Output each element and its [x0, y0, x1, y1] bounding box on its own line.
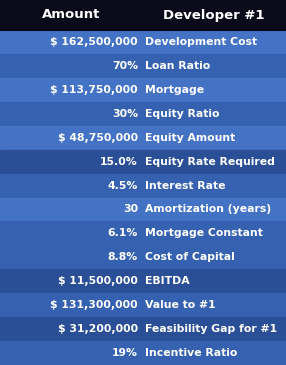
Bar	[0, 245, 286, 269]
Text: Equity Ratio: Equity Ratio	[145, 109, 219, 119]
Text: Equity Amount: Equity Amount	[145, 133, 235, 143]
Text: $ 113,750,000: $ 113,750,000	[50, 85, 138, 95]
Text: Equity Rate Required: Equity Rate Required	[145, 157, 275, 166]
Text: Incentive Ratio: Incentive Ratio	[145, 348, 237, 358]
Bar	[0, 317, 286, 341]
Bar	[0, 126, 286, 150]
Text: 8.8%: 8.8%	[108, 252, 138, 262]
Text: Feasibility Gap for #1: Feasibility Gap for #1	[145, 324, 277, 334]
Text: $ 131,300,000: $ 131,300,000	[50, 300, 138, 310]
Text: Developer #1: Developer #1	[163, 8, 265, 22]
Text: 15.0%: 15.0%	[100, 157, 138, 166]
Text: 4.5%: 4.5%	[108, 181, 138, 191]
Bar	[0, 269, 286, 293]
Text: 70%: 70%	[112, 61, 138, 71]
Text: Mortgage: Mortgage	[145, 85, 204, 95]
Bar	[0, 78, 286, 102]
Text: $ 162,500,000: $ 162,500,000	[50, 37, 138, 47]
Bar	[0, 0, 286, 30]
Text: 6.1%: 6.1%	[108, 228, 138, 238]
Bar	[0, 174, 286, 197]
Text: $ 48,750,000: $ 48,750,000	[58, 133, 138, 143]
Text: 30%: 30%	[112, 109, 138, 119]
Text: Amount: Amount	[42, 8, 100, 22]
Text: 30: 30	[123, 204, 138, 215]
Text: $ 11,500,000: $ 11,500,000	[58, 276, 138, 286]
Text: Value to #1: Value to #1	[145, 300, 216, 310]
Bar	[0, 293, 286, 317]
Text: Mortgage Constant: Mortgage Constant	[145, 228, 263, 238]
Bar	[0, 150, 286, 174]
Text: 19%: 19%	[112, 348, 138, 358]
Bar	[0, 222, 286, 245]
Bar	[0, 54, 286, 78]
Text: Amortization (years): Amortization (years)	[145, 204, 271, 215]
Text: Loan Ratio: Loan Ratio	[145, 61, 210, 71]
Text: Development Cost: Development Cost	[145, 37, 257, 47]
Bar	[0, 30, 286, 54]
Text: $ 31,200,000: $ 31,200,000	[58, 324, 138, 334]
Text: Interest Rate: Interest Rate	[145, 181, 225, 191]
Bar	[0, 102, 286, 126]
Text: Cost of Capital: Cost of Capital	[145, 252, 235, 262]
Bar	[0, 341, 286, 365]
Bar	[0, 197, 286, 222]
Text: EBITDA: EBITDA	[145, 276, 190, 286]
